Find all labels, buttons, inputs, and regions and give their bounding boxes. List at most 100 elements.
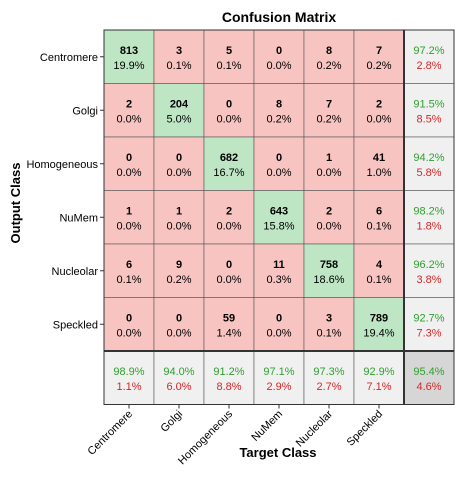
- column-accuracy: 97.1%: [263, 366, 294, 378]
- cell-percent: 0.0%: [216, 274, 241, 286]
- matrix-cell: [103, 29, 155, 84]
- matrix-cell: [253, 190, 305, 245]
- matrix-cell: [203, 297, 255, 352]
- row-accuracy: 96.2%: [413, 259, 444, 271]
- cell-percent: 0.1%: [216, 60, 241, 72]
- row-error: 3.8%: [416, 274, 441, 286]
- cell-count: 11: [273, 259, 285, 271]
- matrix-cell: [203, 83, 255, 138]
- cell-percent: 0.2%: [316, 113, 341, 125]
- cell-count: 9: [176, 259, 182, 271]
- column-accuracy: 97.3%: [313, 366, 344, 378]
- row-summary-cell: [403, 136, 455, 191]
- matrix-cell: [353, 136, 405, 191]
- column-error: 2.9%: [266, 381, 291, 393]
- cell-count: 758: [320, 259, 338, 271]
- cell-percent: 0.1%: [366, 220, 391, 232]
- matrix-cell: [253, 136, 305, 191]
- cell-percent: 0.0%: [116, 327, 141, 339]
- cell-percent: 1.0%: [366, 167, 391, 179]
- cell-count: 3: [176, 45, 182, 57]
- cell-percent: 0.0%: [116, 113, 141, 125]
- cell-percent: 0.0%: [266, 60, 291, 72]
- row-error: 1.8%: [416, 220, 441, 232]
- matrix-cell: [303, 136, 355, 191]
- cell-count: 6: [376, 205, 382, 217]
- row-error: 2.8%: [416, 60, 441, 72]
- matrix-cell: [253, 243, 305, 298]
- row-summary-cell: [403, 29, 455, 84]
- row-class-label: Golgi: [72, 105, 98, 117]
- cell-count: 789: [370, 312, 388, 324]
- cell-count: 643: [270, 205, 288, 217]
- matrix-cells: 81319.9%30.1%50.1%00.0%80.2%70.2%97.2%2.…: [103, 29, 455, 405]
- row-class-label: Nucleolar: [52, 266, 99, 278]
- matrix-cell: [253, 297, 305, 352]
- cell-percent: 0.0%: [366, 113, 391, 125]
- overall-cell: [403, 350, 455, 405]
- cell-percent: 0.2%: [166, 274, 191, 286]
- x-axis-label: Target Class: [239, 445, 316, 460]
- cell-percent: 0.0%: [166, 167, 191, 179]
- cell-percent: 0.1%: [116, 274, 141, 286]
- column-summary-cell: [253, 350, 305, 405]
- row-accuracy: 94.2%: [413, 152, 444, 164]
- matrix-cell: [303, 297, 355, 352]
- matrix-cell: [303, 83, 355, 138]
- cell-count: 3: [326, 312, 332, 324]
- matrix-cell: [203, 29, 255, 84]
- cell-count: 1: [326, 152, 332, 164]
- cell-percent: 0.0%: [116, 220, 141, 232]
- row-error: 8.5%: [416, 113, 441, 125]
- matrix-cell: [153, 29, 205, 84]
- cell-percent: 0.0%: [266, 167, 291, 179]
- cell-count: 0: [176, 312, 182, 324]
- cell-count: 4: [376, 259, 383, 271]
- matrix-cell: [303, 29, 355, 84]
- matrix-cell: [103, 136, 155, 191]
- column-summary-cell: [203, 350, 255, 405]
- column-class-label: NuMem: [249, 408, 285, 444]
- cell-count: 5: [226, 45, 232, 57]
- row-accuracy: 92.7%: [413, 312, 444, 324]
- column-error: 8.8%: [216, 381, 241, 393]
- column-accuracy: 91.2%: [213, 366, 244, 378]
- column-class-label: Golgi: [158, 408, 185, 435]
- column-summary-cell: [103, 350, 155, 405]
- cell-count: 0: [126, 152, 132, 164]
- cell-count: 6: [126, 259, 132, 271]
- cell-percent: 0.0%: [216, 220, 241, 232]
- cell-percent: 0.0%: [216, 113, 241, 125]
- matrix-cell: [153, 297, 205, 352]
- cell-count: 2: [226, 205, 232, 217]
- cell-percent: 0.1%: [366, 274, 391, 286]
- row-summary-cell: [403, 83, 455, 138]
- column-accuracy: 94.0%: [163, 366, 194, 378]
- y-axis-label: Output Class: [8, 163, 23, 244]
- column-class-label: Centromere: [86, 408, 136, 458]
- matrix-cell: [353, 243, 405, 298]
- column-error: 6.0%: [166, 381, 191, 393]
- cell-count: 41: [373, 152, 385, 164]
- cell-percent: 18.6%: [313, 274, 344, 286]
- cell-count: 1: [126, 205, 132, 217]
- cell-count: 682: [220, 152, 238, 164]
- matrix-cell: [353, 297, 405, 352]
- row-class-label: Homogeneous: [26, 159, 98, 171]
- cell-percent: 5.0%: [166, 113, 191, 125]
- cell-count: 0: [276, 152, 282, 164]
- cell-percent: 0.0%: [316, 167, 341, 179]
- cell-percent: 0.2%: [316, 60, 341, 72]
- row-summary-cell: [403, 243, 455, 298]
- matrix-cell: [203, 136, 255, 191]
- cell-percent: 0.0%: [166, 220, 191, 232]
- matrix-cell: [103, 83, 155, 138]
- overall-error: 4.6%: [416, 381, 441, 393]
- matrix-cell: [203, 243, 255, 298]
- matrix-cell: [353, 190, 405, 245]
- column-summary-cell: [353, 350, 405, 405]
- cell-percent: 1.4%: [216, 327, 241, 339]
- matrix-cell: [153, 243, 205, 298]
- column-error: 2.7%: [316, 381, 341, 393]
